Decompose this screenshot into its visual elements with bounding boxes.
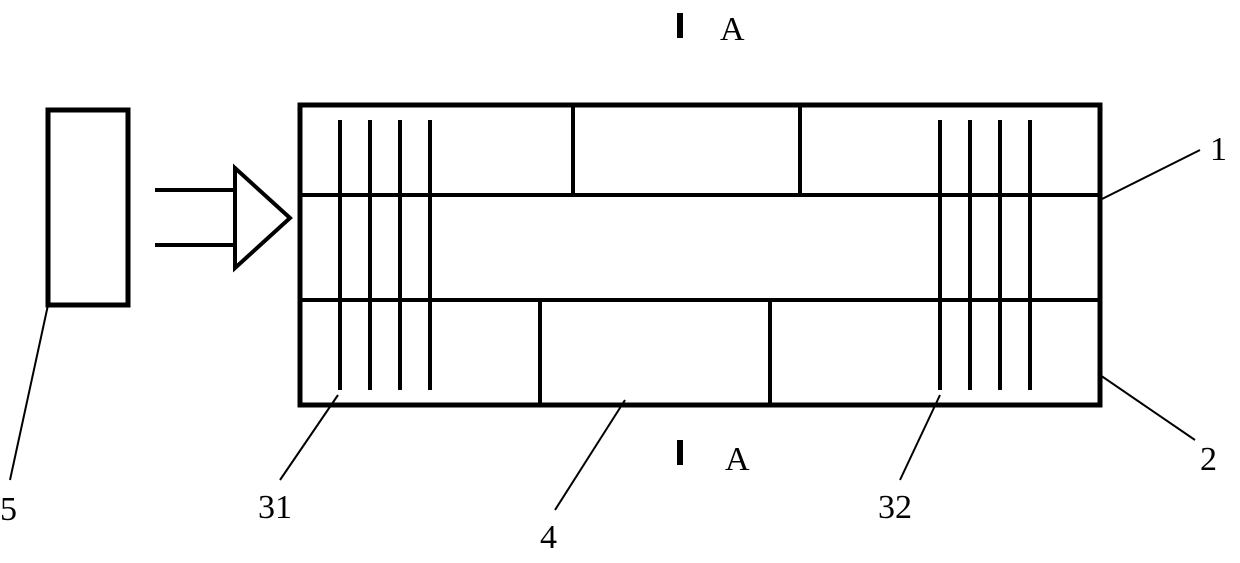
- section-label-bottom: A: [725, 441, 750, 478]
- main-rect: [300, 105, 1100, 405]
- flow-arrow-icon: [155, 168, 290, 268]
- label-31: 31: [258, 489, 292, 526]
- section-label-top: A: [720, 11, 745, 48]
- source-box: [48, 110, 128, 305]
- label-32: 32: [878, 489, 912, 526]
- leader-31: [280, 395, 338, 480]
- leader-2: [1100, 375, 1195, 440]
- leader-32: [900, 395, 940, 480]
- leader-4: [555, 400, 625, 510]
- label-2: 2: [1200, 441, 1217, 478]
- grating-right: [940, 120, 1030, 390]
- leader-5: [10, 305, 48, 480]
- label-4: 4: [540, 519, 557, 556]
- label-5: 5: [0, 491, 17, 528]
- grating-left: [340, 120, 430, 390]
- engineering-diagram: A A 1 2 5 31 4 32: [0, 0, 1240, 563]
- label-1: 1: [1210, 131, 1227, 168]
- leader-1: [1100, 150, 1200, 200]
